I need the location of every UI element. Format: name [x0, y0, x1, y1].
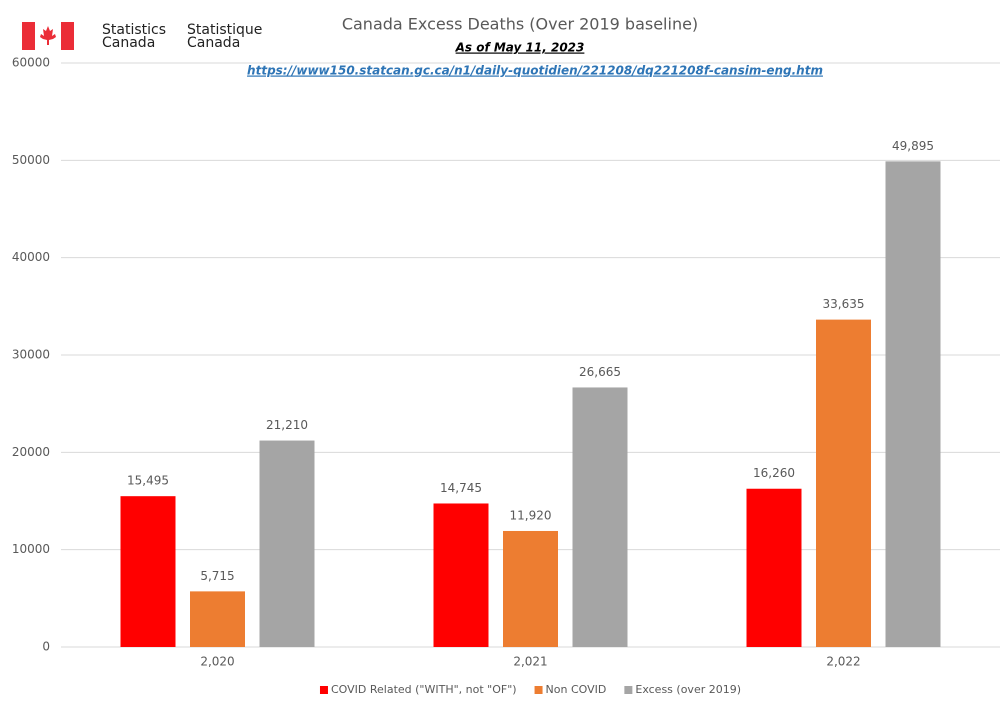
value-label: 49,895 [892, 139, 934, 153]
y-tick-label: 40000 [12, 250, 50, 264]
bar [572, 387, 628, 647]
y-tick-label: 30000 [12, 348, 50, 362]
source-link[interactable]: https://www150.statcan.gc.ca/n1/daily-qu… [247, 64, 823, 78]
flag-bar [61, 22, 74, 50]
legend: COVID Related ("WITH", not "OF") Non COVI… [319, 683, 741, 696]
x-tick-label: 2,020 [200, 655, 234, 669]
value-label: 15,495 [127, 474, 169, 488]
legend-label: COVID Related ("WITH", not "OF") [331, 683, 517, 696]
value-label: 14,745 [440, 481, 482, 495]
value-label: 33,635 [823, 297, 865, 311]
y-tick-label: 20000 [12, 445, 50, 459]
bar [433, 503, 489, 647]
legend-swatch [319, 686, 328, 694]
bar [816, 319, 871, 647]
bar [503, 530, 558, 647]
legend-swatch [624, 686, 633, 694]
bar [746, 488, 802, 647]
y-tick-label: 10000 [12, 542, 50, 556]
value-label: 5,715 [200, 569, 234, 583]
y-tick-label: 0 [42, 640, 50, 654]
legend-swatch [534, 686, 543, 694]
value-label: 11,920 [510, 508, 552, 522]
maple-leaf [40, 26, 56, 45]
flag-bar [22, 22, 35, 50]
legend-label: Non COVID [546, 683, 607, 696]
value-label: 16,260 [753, 466, 795, 480]
x-tick-label: 2,022 [826, 655, 860, 669]
legend-label: Excess (over 2019) [635, 683, 741, 696]
chart-subtitle: As of May 11, 2023 [455, 41, 585, 55]
logo: Statistics Canada Statistique Canada [22, 22, 262, 51]
bar [885, 161, 941, 647]
chart-title: Canada Excess Deaths (Over 2019 baseline… [342, 15, 698, 34]
value-label: 26,665 [579, 365, 621, 379]
bar [120, 496, 176, 647]
agency-en: Statistics [102, 22, 166, 38]
x-tick-label: 2,021 [513, 655, 547, 669]
bar [190, 591, 245, 647]
y-tick-label: 60000 [12, 56, 50, 70]
value-label: 21,210 [266, 418, 308, 432]
agency-en: Canada [102, 35, 155, 51]
bar [259, 440, 315, 647]
agency-fr: Statistique [187, 22, 262, 38]
agency-fr: Canada [187, 35, 240, 51]
y-tick-label: 50000 [12, 153, 50, 167]
